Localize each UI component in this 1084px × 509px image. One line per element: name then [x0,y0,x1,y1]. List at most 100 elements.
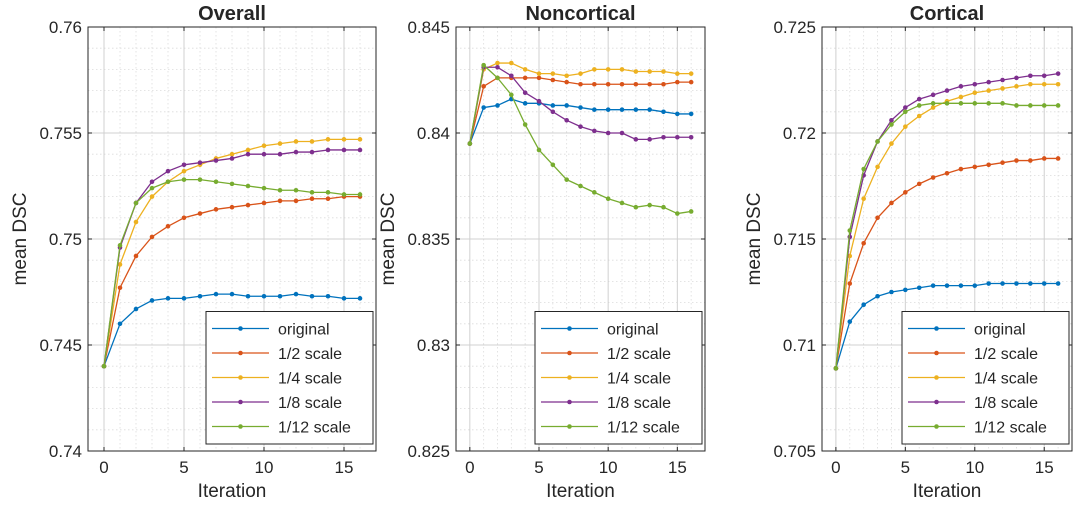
data-point [165,223,171,229]
data-point [481,84,486,89]
data-point [117,243,123,248]
data-point [1055,156,1061,161]
data-point [1028,73,1033,79]
data-point [633,204,639,210]
data-point [467,141,473,146]
legend-label: original [974,322,1026,339]
y-tick-label: 0.715 [773,230,816,249]
data-point [647,107,652,112]
legend-label: 1/2 scale [278,346,342,363]
data-point [1000,160,1005,165]
data-point [833,366,839,371]
legend-label: original [278,322,330,339]
data-point [1041,103,1047,108]
data-point [958,94,964,100]
x-axis-label: Iteration [546,481,615,502]
data-point [550,109,556,115]
data-point [564,177,569,182]
data-point [309,196,315,202]
data-point [592,128,597,134]
data-point [101,363,107,369]
data-point [661,134,666,140]
data-point [181,162,187,168]
chart-title: Cortical [910,3,984,25]
x-tick-label: 10 [965,458,984,477]
data-point [213,207,219,212]
data-point [277,151,283,157]
data-point [229,204,235,210]
legend-swatch-marker [934,350,939,356]
data-point [245,202,251,208]
x-tick-label: 15 [335,458,354,477]
legend-label: 1/4 scale [278,371,342,388]
data-point [661,109,666,115]
data-point [903,124,908,129]
data-point [1055,71,1061,76]
x-tick-label: 0 [831,458,840,477]
data-point [972,283,978,288]
data-point [1014,84,1019,89]
data-point [197,177,203,182]
data-point [1000,101,1005,106]
y-tick-label: 0.755 [39,124,82,143]
data-point [986,101,991,106]
data-point [1028,81,1033,87]
data-point [578,124,583,129]
data-point [592,67,597,72]
data-point [341,192,347,197]
y-tick-label: 0.84 [417,124,450,143]
data-point [1014,158,1019,163]
chart-panel-1: 0 5 10 15 0.74 0.745 0.75 0.755 0.76 Overall Itera… [10,3,377,502]
chart-title: Noncortical [525,3,635,25]
y-tick-label: 0.725 [773,18,816,37]
data-point [1055,281,1061,286]
data-point [619,81,625,87]
data-point [495,103,500,108]
data-point [481,62,486,68]
data-point [149,194,155,199]
y-tick-label: 0.825 [407,442,450,461]
y-axis-label: mean DSC [378,193,399,286]
data-point [861,302,866,308]
data-point [633,81,639,87]
data-point [605,107,611,112]
data-point [509,92,514,98]
data-point [633,69,639,74]
data-point [261,151,267,157]
data-point [605,196,611,202]
legend-label: 1/4 scale [607,371,671,388]
data-point [930,92,936,98]
data-point [309,190,315,195]
y-tick-label: 0.74 [49,442,82,461]
data-point [619,130,625,136]
legend-label: original [607,322,659,339]
data-point [592,190,597,195]
data-point [889,200,894,206]
data-point [522,122,528,127]
legend-label: 1/2 scale [607,346,671,363]
data-point [550,77,556,83]
legend-label: 1/8 scale [974,395,1038,412]
legend-swatch-marker [238,399,243,405]
data-point [930,175,936,180]
data-point [661,81,666,87]
data-point [972,90,978,96]
x-axis-label: Iteration [198,481,267,502]
data-point [661,69,666,74]
data-point [564,117,569,123]
data-point [261,293,267,299]
data-point [688,111,694,117]
y-tick-label: 0.72 [783,124,816,143]
data-point [293,198,299,204]
data-point [522,101,528,106]
x-tick-label: 15 [668,458,687,477]
data-point [847,281,853,286]
data-point [522,67,528,72]
data-point [245,183,251,189]
data-point [197,211,203,216]
data-point [229,151,235,157]
data-point [861,240,866,246]
y-tick-label: 0.835 [407,230,450,249]
y-tick-label: 0.75 [49,230,82,249]
